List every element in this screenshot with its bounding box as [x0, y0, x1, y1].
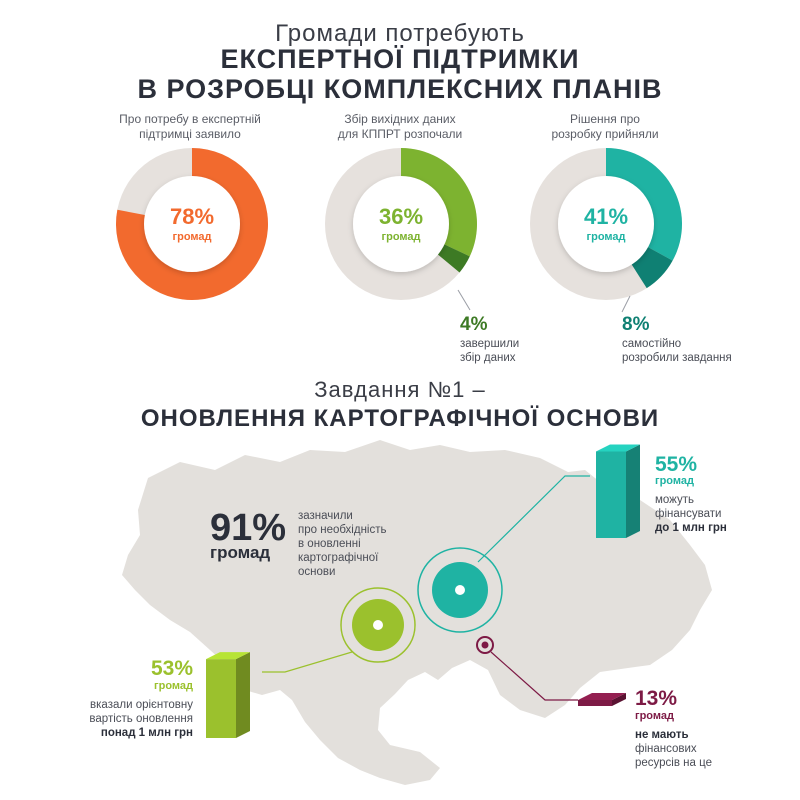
- teal-stat-value: 55%: [655, 453, 697, 476]
- teal-stat-bold: до 1 млн грн: [655, 522, 727, 534]
- maroon-stat-line2: ресурсів на це: [635, 757, 712, 769]
- maroon-bar-front: [578, 700, 612, 706]
- teal-target-ring-outer: [417, 547, 503, 633]
- main-stat-line3: в оновленні: [298, 538, 361, 550]
- donut-2-sub-caption-line1: завершили: [460, 338, 519, 350]
- donut-1-caption-line1: Про потребу в експертній: [119, 112, 261, 126]
- main-stat-line1: зазначили: [298, 510, 353, 522]
- donut-2-center: [353, 176, 449, 272]
- ukraine-map-shape: [122, 440, 712, 785]
- donut-chart-applied: [116, 148, 269, 301]
- teal-callout-line: [477, 475, 590, 563]
- donut-3-callout-line: [621, 295, 631, 313]
- donut-1-caption-line2: підтримці заявило: [139, 127, 241, 141]
- header-title-line2: В РОЗРОБЦІ КОМПЛЕКСНИХ ПЛАНІВ: [137, 74, 663, 104]
- donut-1-value: 78%: [170, 204, 214, 229]
- donut-3-caption-line2: розробку прийняли: [551, 127, 659, 141]
- teal-stat-line1: можуть: [655, 494, 694, 506]
- donut-1-center: [144, 176, 240, 272]
- green-bar-front: [206, 659, 236, 738]
- donut-3-center: [558, 176, 654, 272]
- donut-1-main-slice: [116, 148, 269, 301]
- donut-1-caption: Про потребу в експертній підтримці заяви…: [90, 112, 290, 142]
- main-stat-value: 91%: [210, 507, 286, 549]
- donut-2-callout-line: [457, 289, 471, 311]
- green-stat-unit: громад: [154, 680, 193, 692]
- main-stat-unit: громад: [210, 543, 270, 562]
- main-stat-line5: основи: [298, 566, 335, 578]
- maroon-stat-value: 13%: [635, 687, 677, 710]
- maroon-stat-line1: фінансових: [635, 743, 697, 755]
- green-target-dot: [373, 620, 383, 630]
- donut-1-unit: громад: [173, 231, 212, 243]
- donut-3-sub-value: 8%: [622, 314, 650, 335]
- header-subtitle: Громади потребують: [275, 20, 525, 47]
- green-stat-line2: вартість оновлення: [89, 713, 193, 725]
- green-3d-bar: [206, 652, 250, 738]
- section2-subtitle: Завдання №1 –: [314, 377, 486, 402]
- maroon-callout-line: [490, 651, 578, 701]
- maroon-target-ring: [476, 636, 494, 654]
- maroon-3d-bar: [578, 693, 626, 706]
- donut-3-caption-line1: Рішення про: [570, 112, 640, 126]
- donut-2-unit: громад: [382, 231, 421, 243]
- teal-stat-unit: громад: [655, 475, 694, 487]
- donut-2-sub-caption-line2: збір даних: [460, 352, 516, 364]
- maroon-bar-side: [612, 693, 626, 706]
- donut-3-unit: громад: [587, 231, 626, 243]
- teal-3d-bar: [596, 444, 640, 538]
- donut-chart-decision: [530, 148, 682, 300]
- teal-bar-front: [596, 451, 626, 538]
- green-callout-line: [262, 651, 353, 673]
- green-stat-line1: вказали орієнтовну: [90, 699, 193, 711]
- green-target-ring-outer: [340, 587, 416, 663]
- donut-3-value: 41%: [584, 204, 628, 229]
- maroon-stat-unit: громад: [635, 710, 674, 722]
- donut-2-value: 36%: [379, 204, 423, 229]
- donut-2-caption: Збір вихідних даних для КППРТ розпочали: [300, 112, 500, 142]
- green-bar-top: [206, 652, 250, 660]
- main-stat-line2: про необхідність: [298, 524, 387, 536]
- teal-bar-side: [626, 444, 640, 538]
- green-stat-value: 53%: [151, 657, 193, 680]
- green-stat-bold: понад 1 млн грн: [101, 727, 193, 739]
- section2-title: ОНОВЛЕННЯ КАРТОГРАФІЧНОЇ ОСНОВИ: [141, 405, 659, 432]
- teal-stat-line2: фінансувати: [655, 508, 721, 520]
- donut-3-sub-caption-line2: розробили завдання: [622, 352, 732, 364]
- donut-2-caption-line1: Збір вихідних даних: [344, 112, 456, 126]
- donut-2-sub-value: 4%: [460, 314, 488, 335]
- maroon-stat-bold: не мають: [635, 729, 689, 741]
- donut-2-sub-slice: [433, 241, 470, 273]
- donut-chart-data-collection: [325, 148, 477, 300]
- donut-2-caption-line2: для КППРТ розпочали: [337, 127, 463, 141]
- teal-target-dot: [455, 585, 465, 595]
- teal-bar-top: [596, 444, 640, 452]
- green-bar-side: [236, 652, 250, 738]
- maroon-target-dot: [481, 641, 489, 649]
- main-stat-line4: картографічної: [298, 552, 379, 564]
- donut-3-sub-caption-line1: самостійно: [622, 338, 681, 350]
- header-title-line1: ЕКСПЕРТНОЇ ПІДТРИМКИ: [220, 44, 580, 74]
- maroon-bar-top: [578, 693, 626, 700]
- donut-3-caption: Рішення про розробку прийняли: [505, 112, 705, 142]
